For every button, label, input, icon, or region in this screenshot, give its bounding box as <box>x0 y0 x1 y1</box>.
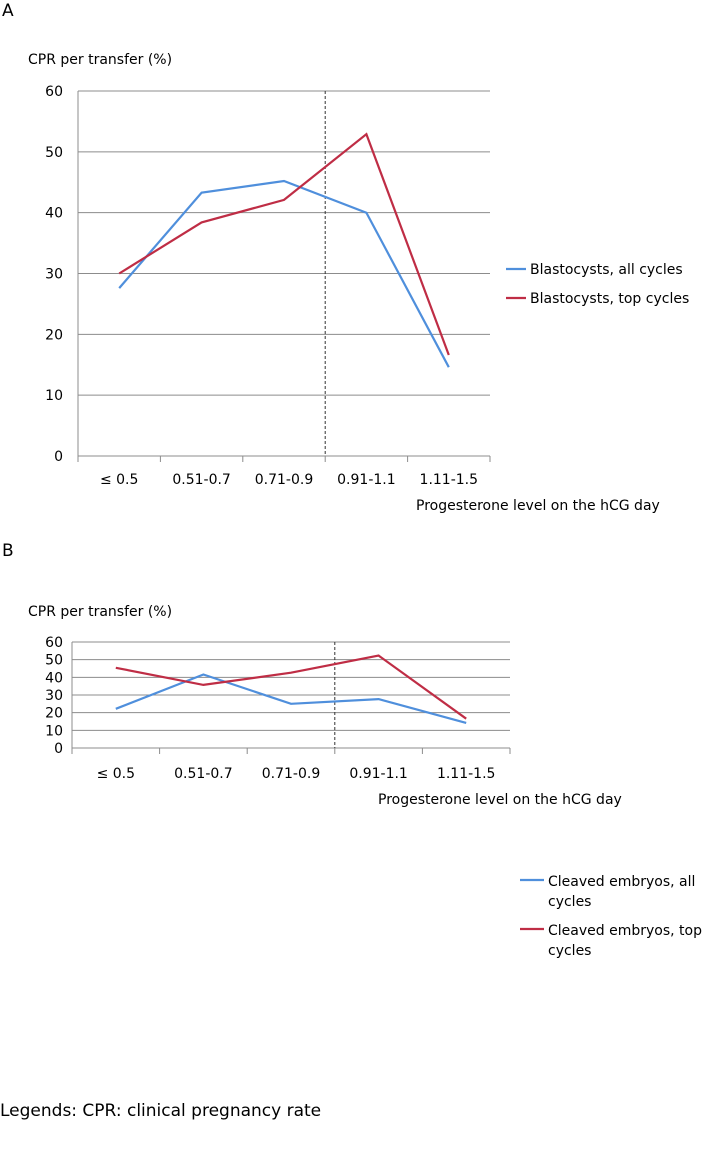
series-lines <box>118 132 450 368</box>
series-line <box>115 654 467 720</box>
legend-entry: cycles <box>548 943 591 959</box>
x-axis-label: Progesterone level on the hCG day <box>378 792 622 808</box>
y-tick-label: 20 <box>45 327 63 343</box>
legend-entry: Cleaved embryos, all <box>548 874 695 890</box>
x-tick-label: 0.51-0.7 <box>172 472 231 488</box>
y-tick-label: 60 <box>45 635 63 651</box>
panel-label: A <box>2 1 14 21</box>
y-tick-label: 50 <box>45 653 63 669</box>
legend-entry: Blastocysts, top cycles <box>530 291 689 307</box>
x-tick-label: ≤ 0.5 <box>100 472 138 488</box>
y-tick-labels: 0 10 20 30 40 50 60 <box>45 84 63 465</box>
series-lines <box>115 654 467 724</box>
legend: Blastocysts, all cycles Blastocysts, top… <box>506 262 689 307</box>
y-tick-label: 20 <box>45 706 63 722</box>
x-axis-label: Progesterone level on the hCG day <box>416 498 660 514</box>
y-axis-label: CPR per transfer (%) <box>28 604 172 620</box>
x-tick-label: 1.11-1.5 <box>420 472 479 488</box>
series-line <box>118 179 450 368</box>
y-tick-label: 60 <box>45 84 63 100</box>
x-tick-labels: ≤ 0.5 0.51-0.7 0.71-0.9 0.91-1.1 1.11-1.5 <box>100 472 478 488</box>
x-tick-label: ≤ 0.5 <box>97 766 135 782</box>
y-tick-label: 30 <box>45 688 63 704</box>
legend-entry: Cleaved embryos, top <box>548 923 702 939</box>
x-tick-label: 1.11-1.5 <box>437 766 496 782</box>
x-tick-labels: ≤ 0.5 0.51-0.7 0.71-0.9 0.91-1.1 1.11-1.5 <box>97 766 496 782</box>
y-tick-label: 40 <box>45 206 63 222</box>
y-tick-label: 50 <box>45 145 63 161</box>
x-tick-label: 0.91-1.1 <box>349 766 408 782</box>
chart-panel-a: A CPR per transfer (%) 0 10 20 30 40 50 60 ≤ 0… <box>2 1 689 514</box>
x-tick-label: 0.71-0.9 <box>262 766 321 782</box>
y-tick-label: 10 <box>45 388 63 404</box>
series-line <box>115 673 467 724</box>
x-tick-label: 0.91-1.1 <box>337 472 396 488</box>
y-tick-label: 0 <box>54 449 63 465</box>
y-tick-label: 30 <box>45 267 63 283</box>
figure-caption: Legends: CPR: clinical pregnancy rate <box>0 1101 321 1121</box>
series-line <box>118 132 450 356</box>
y-tick-label: 10 <box>45 723 63 739</box>
axes <box>77 91 491 462</box>
axes <box>71 642 511 754</box>
x-tick-label: 0.71-0.9 <box>255 472 314 488</box>
y-axis-label: CPR per transfer (%) <box>28 52 172 68</box>
y-tick-label: 0 <box>54 741 63 757</box>
gridlines <box>78 90 490 396</box>
x-tick-label: 0.51-0.7 <box>174 766 233 782</box>
legend-entry: Blastocysts, all cycles <box>530 262 683 278</box>
legend: Cleaved embryos, all cycles Cleaved embr… <box>520 874 702 959</box>
legend-entry: cycles <box>548 894 591 910</box>
gridlines <box>72 641 510 731</box>
panel-label: B <box>2 541 14 561</box>
y-tick-label: 40 <box>45 670 63 686</box>
